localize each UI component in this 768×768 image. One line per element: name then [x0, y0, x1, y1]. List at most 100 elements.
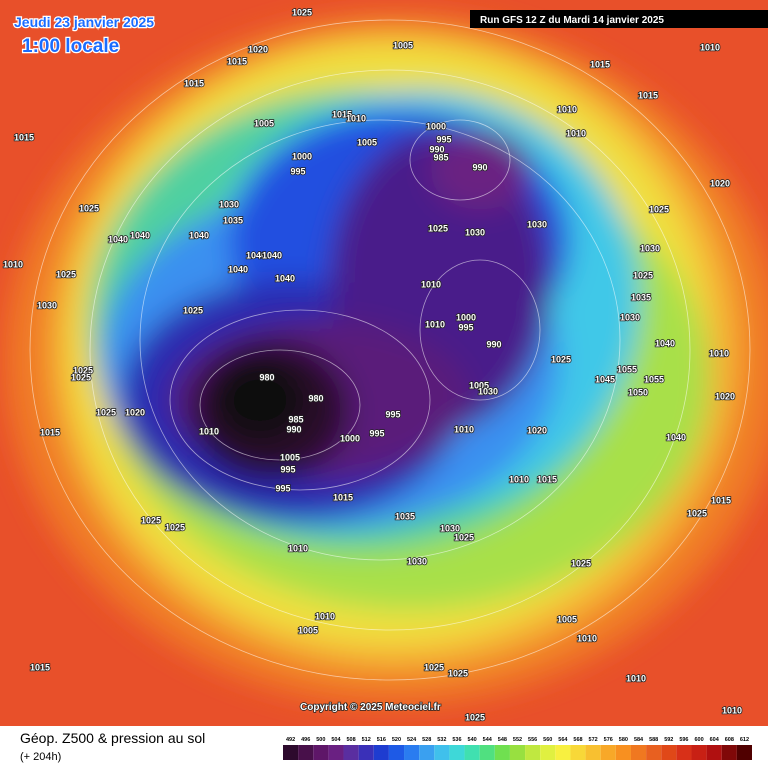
isobar-label: 1025 — [73, 365, 93, 375]
isobar-label: 1015 — [638, 90, 658, 100]
legend-label: 492 — [286, 737, 295, 743]
isobar-label: 1025 — [551, 354, 571, 364]
isobar-label: 1025 — [687, 508, 707, 518]
isobar-label: 1025 — [571, 558, 591, 568]
legend-swatch — [540, 745, 556, 760]
isobar-label: 1040 — [189, 230, 209, 240]
isobar-label: 1040 — [130, 230, 150, 240]
isobar-label: 1010 — [566, 128, 586, 138]
isobar-label: 995 — [290, 166, 305, 176]
copyright: Copyright © 2025 Meteociel.fr — [300, 702, 441, 713]
isobar-label: 980 — [308, 393, 323, 403]
isobar-label: 1005 — [298, 625, 318, 635]
footer-title: Géop. Z500 & pression au sol — [20, 730, 205, 746]
isobar-label: 1055 — [644, 374, 664, 384]
isobar-label: 1015 — [333, 492, 353, 502]
isobar-label: 1020 — [248, 44, 268, 54]
legend-swatch — [283, 745, 299, 760]
legend-swatch — [630, 745, 647, 760]
isobar-label: 1025 — [428, 223, 448, 233]
isobar-label: 1000 — [426, 121, 446, 131]
isobar-label: 1025 — [56, 269, 76, 279]
legend-label: 508 — [346, 737, 355, 743]
isobar-label: 1010 — [421, 279, 441, 289]
legend-label: 572 — [589, 737, 598, 743]
isobar-label: 1050 — [628, 387, 648, 397]
legend-label: 612 — [740, 737, 749, 743]
legend-swatch — [328, 745, 344, 760]
isobar-label: 1010 — [288, 543, 308, 553]
isobar-label: 1000 — [340, 433, 360, 443]
isobar-label: 1025 — [454, 532, 474, 542]
isobar-label: 1040 — [246, 250, 266, 260]
isobar-label: 1010 — [3, 259, 23, 269]
isobar-label: 1015 — [14, 132, 34, 142]
legend-label: 552 — [513, 737, 522, 743]
isobar-label: 1025 — [292, 7, 312, 17]
isobar-label: 1030 — [478, 386, 498, 396]
isobar-label: 1025 — [165, 522, 185, 532]
legend-swatch — [706, 745, 722, 760]
legend-swatch — [736, 745, 752, 760]
isobar-label: 995 — [436, 134, 451, 144]
isobar-label: 1005 — [393, 40, 413, 50]
legend-swatch — [661, 745, 677, 760]
legend-label: 544 — [483, 737, 493, 743]
legend-swatch — [585, 745, 601, 760]
isobar-label: 1010 — [722, 705, 742, 715]
isobar-label: 1000 — [456, 312, 476, 322]
isobar-label: 1020 — [710, 178, 730, 188]
legend-swatch — [434, 745, 450, 760]
legend-swatch — [509, 745, 526, 760]
isobar-label: 1005 — [254, 118, 274, 128]
isobar-label: 1025 — [71, 372, 91, 382]
legend-label: 516 — [377, 737, 386, 743]
isobar-label: 1015 — [40, 427, 60, 437]
isobar-label: 1040 — [108, 234, 128, 244]
isobar-label: 1025 — [141, 515, 161, 525]
legend-swatch — [570, 745, 586, 760]
isobar-label: 990 — [286, 424, 301, 434]
legend-swatch — [343, 745, 359, 760]
isobar-label: 1015 — [537, 474, 557, 484]
isobar-label: 1020 — [715, 391, 735, 401]
isobar-label: 1030 — [640, 243, 660, 253]
legend-label: 528 — [422, 737, 431, 743]
isobar-label: 1010 — [199, 426, 219, 436]
legend-label: 548 — [498, 737, 507, 743]
isobar-label: 1010 — [346, 113, 366, 123]
local-time: 1:00 locale — [22, 36, 119, 57]
legend-label: 560 — [543, 737, 552, 743]
isobar-label: 1015 — [332, 109, 352, 119]
legend-swatch — [525, 745, 541, 760]
isobar-label: 1030 — [219, 199, 239, 209]
legend-label: 580 — [619, 737, 628, 743]
legend-swatch — [358, 745, 374, 760]
geopotential-field — [5, 15, 768, 705]
isobar-label: 1025 — [96, 407, 116, 417]
legend-swatch — [721, 745, 737, 760]
legend-label: 596 — [679, 737, 688, 743]
legend-label: 520 — [392, 737, 401, 743]
isobar-label: 1010 — [509, 474, 529, 484]
isobar-label: 1030 — [527, 219, 547, 229]
legend-label: 564 — [558, 737, 568, 743]
isobar-label: 1015 — [590, 59, 610, 69]
isobar-label: 1015 — [184, 78, 204, 88]
isobar-label: 1040 — [666, 432, 686, 442]
legend-label: 524 — [407, 737, 417, 743]
isobar-label: 1045 — [595, 374, 615, 384]
isobar-label: 985 — [433, 152, 448, 162]
isobar-label: 1005 — [357, 137, 377, 147]
run-banner — [470, 10, 768, 28]
isobar-label: 1025 — [424, 662, 444, 672]
legend-swatch — [298, 745, 314, 760]
legend-swatch — [479, 745, 495, 760]
isobar-label: 990 — [486, 339, 501, 349]
isobar-label: 1025 — [79, 203, 99, 213]
forecast-lead: (+ 204h) — [20, 751, 61, 763]
isobar-label: 1025 — [448, 668, 468, 678]
isobar-label: 990 — [472, 162, 487, 172]
